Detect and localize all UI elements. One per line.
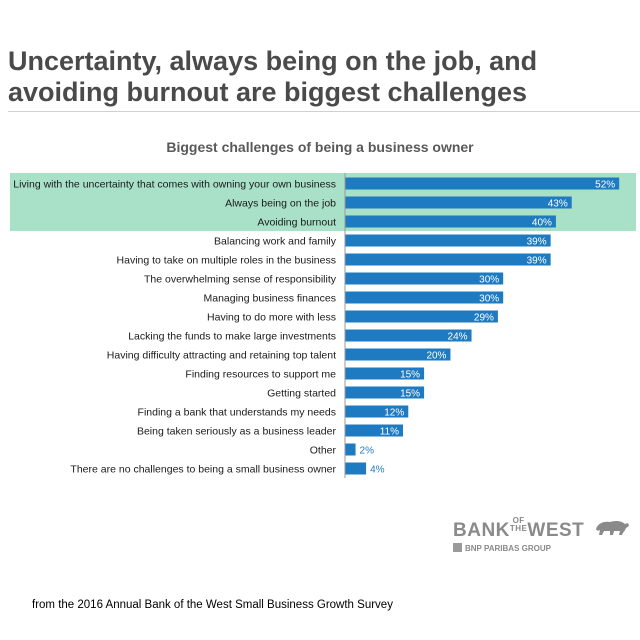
- value-label: 29%: [474, 313, 494, 324]
- logo-wordmark: BANK OF THEWEST: [453, 517, 584, 542]
- logo-word-of-the: OF THE: [509, 516, 528, 533]
- bar: [345, 291, 504, 304]
- logo-group-line: BNP PARIBAS GROUP: [453, 543, 551, 553]
- bar: [345, 310, 498, 323]
- bar: [345, 329, 472, 342]
- category-label: Having to do more with less: [207, 312, 336, 324]
- value-label: 12%: [384, 408, 404, 419]
- value-label: 30%: [479, 294, 499, 305]
- value-label: 24%: [448, 332, 468, 343]
- category-label: Balancing work and family: [214, 236, 337, 248]
- bar: [345, 253, 551, 266]
- category-label: Being taken seriously as a business lead…: [137, 426, 337, 438]
- value-label: 15%: [400, 389, 420, 400]
- bar: [345, 196, 572, 209]
- bar: [345, 462, 367, 475]
- value-label: 4%: [370, 465, 385, 476]
- category-label: Always being on the job: [225, 198, 336, 210]
- bar: [345, 405, 409, 418]
- category-label: Finding resources to support me: [185, 369, 336, 381]
- bar: [345, 272, 504, 285]
- category-label: Avoiding burnout: [257, 217, 336, 229]
- divider: [8, 111, 640, 112]
- value-label: 2%: [360, 446, 375, 457]
- logo-word-west: WEST: [527, 520, 585, 541]
- value-label: 15%: [400, 370, 420, 381]
- value-label: 40%: [532, 218, 552, 229]
- bar: [345, 348, 451, 361]
- value-label: 20%: [426, 351, 446, 362]
- category-label: There are no challenges to being a small…: [70, 464, 336, 476]
- bank-logo: BANK OF THEWEST BNP PARIBAS GROUP: [453, 517, 631, 557]
- value-label: 39%: [527, 256, 547, 267]
- category-label: Lacking the funds to make large investme…: [128, 331, 336, 343]
- logo-word-bank: BANK: [453, 520, 510, 541]
- bar: [345, 215, 556, 228]
- category-label: Managing business finances: [203, 293, 336, 305]
- value-label: 11%: [380, 427, 399, 438]
- category-label: Having to take on multiple roles in the …: [117, 255, 336, 267]
- value-label: 52%: [595, 180, 615, 191]
- bar-chart: Living with the uncertainty that comes w…: [10, 173, 636, 478]
- category-label: Finding a bank that understands my needs: [138, 407, 336, 419]
- bar: [345, 367, 425, 380]
- category-label: Living with the uncertainty that comes w…: [13, 179, 336, 191]
- logo-group-text: BNP PARIBAS GROUP: [465, 544, 551, 553]
- bar: [345, 386, 425, 399]
- bar: [345, 177, 620, 190]
- source-note: from the 2016 Annual Bank of the West Sm…: [32, 599, 393, 611]
- category-label: The overwhelming sense of responsibility: [144, 274, 337, 286]
- category-label: Having difficulty attracting and retaini…: [107, 350, 336, 362]
- category-label: Other: [310, 445, 337, 457]
- bnp-icon: [453, 543, 462, 552]
- category-label: Getting started: [267, 388, 336, 400]
- headline: Uncertainty, always being on the job, an…: [8, 46, 538, 107]
- bar: [345, 424, 403, 437]
- value-label: 30%: [479, 275, 499, 286]
- chart-title: Biggest challenges of being a business o…: [166, 139, 474, 155]
- bar: [345, 443, 356, 456]
- bar: [345, 234, 551, 247]
- value-label: 39%: [527, 237, 547, 248]
- value-label: 43%: [548, 199, 568, 210]
- bear-icon: [596, 520, 629, 535]
